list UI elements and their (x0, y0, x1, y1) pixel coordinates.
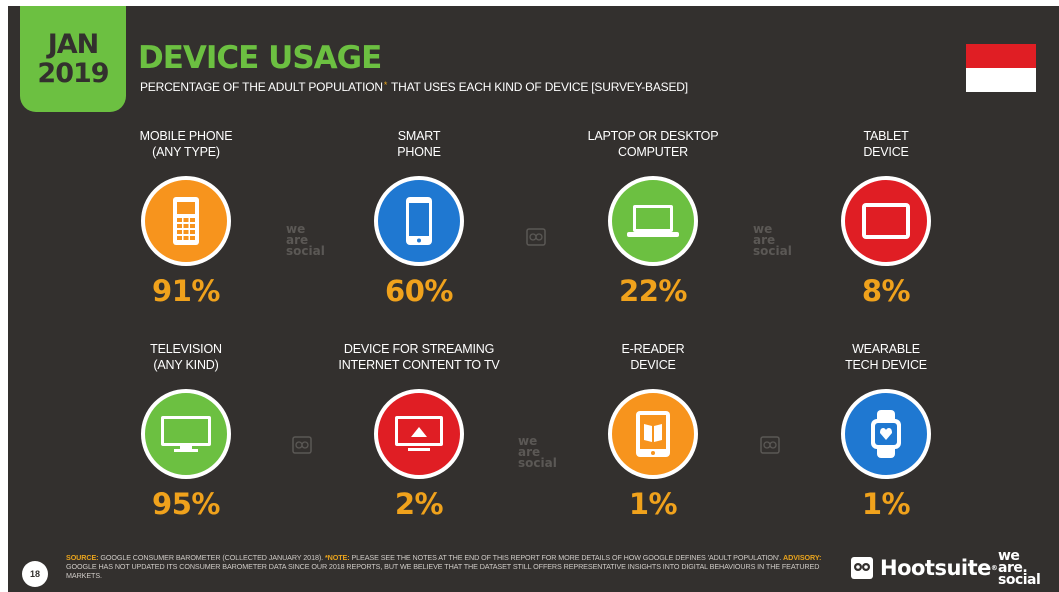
watermark-owl-icon (760, 436, 780, 454)
mobile-phone-icon (141, 176, 231, 266)
device-value: 1% (628, 487, 678, 521)
tablet-icon (841, 176, 931, 266)
watermark-owl-icon (526, 228, 546, 246)
ereader-icon (608, 389, 698, 479)
hootsuite-logo: Hootsuite ® (850, 556, 998, 580)
device-label-line1: LAPTOP OR DESKTOP (587, 129, 719, 143)
device-label-line2: DEVICE (630, 358, 676, 372)
device-label-line1: DEVICE FOR STREAMING (343, 342, 495, 356)
page-title: DEVICE USAGE (138, 40, 382, 76)
watermark-we-are-social: we are social (753, 222, 792, 258)
we-are-social-logo: we are. social (998, 548, 1041, 588)
watermark-we-are-social: we are social (518, 434, 557, 470)
date-month: JAN (47, 29, 100, 60)
device-television: TELEVISION (ANY KIND) 95% (86, 341, 286, 521)
subtitle-post: THAT USES EACH KIND OF DEVICE [SURVEY-BA… (391, 80, 688, 94)
device-value: 8% (861, 274, 911, 308)
device-label-line2: INTERNET CONTENT TO TV (338, 358, 500, 372)
laptop-icon (608, 176, 698, 266)
device-label-line1: TELEVISION (150, 342, 222, 356)
device-value: 95% (152, 487, 220, 521)
device-label-line1: MOBILE PHONE (139, 129, 233, 143)
device-label-line1: WEARABLE (852, 342, 920, 356)
note-label: *NOTE: (324, 553, 350, 562)
note-text: PLEASE SEE THE NOTES AT THE END OF THIS … (351, 553, 782, 562)
watermark-we-are-social: we are social (286, 222, 325, 258)
device-label-line2: (ANY TYPE) (152, 145, 220, 159)
source-label: SOURCE: (66, 553, 99, 562)
smartwatch-icon (841, 389, 931, 479)
advisory-label: ADVISORY: (783, 553, 822, 562)
device-streaming: DEVICE FOR STREAMING INTERNET CONTENT TO… (319, 341, 519, 521)
source-text: GOOGLE CONSUMER BAROMETER (COLLECTED JAN… (100, 553, 324, 562)
advisory-text: GOOGLE HAS NOT UPDATED ITS CONSUMER BARO… (66, 562, 820, 580)
device-label-line2: (ANY KIND) (153, 358, 219, 372)
hootsuite-trademark: ® (990, 564, 998, 572)
device-value: 22% (619, 274, 687, 308)
device-wearable: WEARABLE TECH DEVICE 1% (786, 341, 986, 521)
television-icon (141, 389, 231, 479)
device-value: 2% (394, 487, 444, 521)
device-tablet: TABLET DEVICE 8% (786, 128, 986, 308)
device-value: 91% (152, 274, 220, 308)
slide: JAN 2019 DEVICE USAGE PERCENTAGE OF THE … (8, 6, 1059, 592)
subtitle-pre: PERCENTAGE OF THE ADULT POPULATION (140, 80, 383, 94)
page-number: 18 (22, 561, 48, 587)
device-laptop: LAPTOP OR DESKTOP COMPUTER 22% (553, 128, 753, 308)
device-label-line1: SMART (397, 129, 441, 143)
device-mobile-phone: MOBILE PHONE (ANY TYPE) 91% (86, 128, 286, 308)
smartphone-icon (374, 176, 464, 266)
device-label-line2: PHONE (397, 145, 441, 159)
device-value: 60% (385, 274, 453, 308)
device-label-line2: DEVICE (863, 145, 909, 159)
device-value: 1% (861, 487, 911, 521)
hootsuite-wordmark: Hootsuite (880, 556, 991, 580)
device-ereader: E-READER DEVICE 1% (553, 341, 753, 521)
indonesia-flag-icon (966, 44, 1036, 92)
footer-notes: SOURCE: GOOGLE CONSUMER BAROMETER (COLLE… (66, 553, 826, 580)
streaming-device-icon (374, 389, 464, 479)
hootsuite-owl-icon (851, 557, 873, 579)
date-year: 2019 (37, 58, 109, 89)
watermark-owl-icon (292, 436, 312, 454)
device-label-line2: COMPUTER (618, 145, 688, 159)
device-smartphone: SMART PHONE 60% (319, 128, 519, 308)
device-label-line1: TABLET (863, 129, 909, 143)
date-badge: JAN 2019 (20, 6, 126, 112)
subtitle-star: * (383, 80, 388, 90)
device-label-line1: E-READER (621, 342, 685, 356)
device-label-line2: TECH DEVICE (845, 358, 927, 372)
page-subtitle: PERCENTAGE OF THE ADULT POPULATION* THAT… (140, 80, 688, 94)
